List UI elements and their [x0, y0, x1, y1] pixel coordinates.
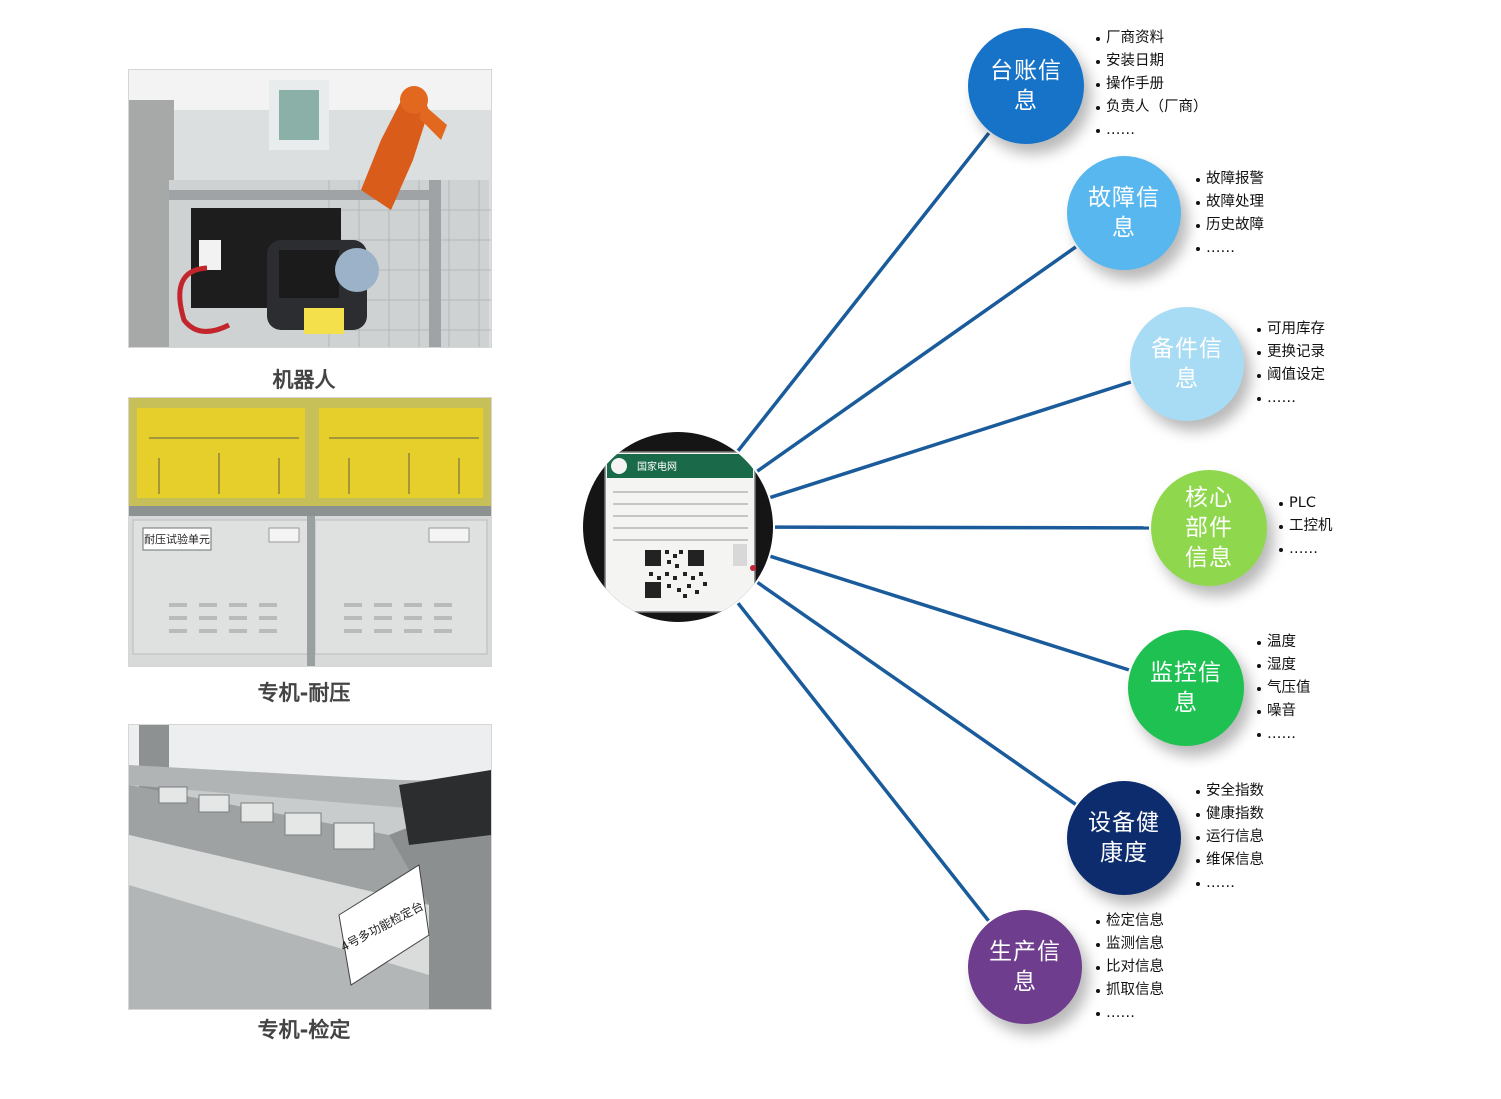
list-item: 比对信息 — [1096, 956, 1164, 979]
node-core: 核心 部件 信息 — [1151, 470, 1267, 586]
node-label-line: 备件信 — [1151, 336, 1223, 362]
list-item: 操作手册 — [1096, 73, 1208, 96]
connector-monitor — [769, 554, 1130, 672]
connector-fault — [756, 245, 1077, 473]
list-item: 噪音 — [1257, 700, 1311, 723]
node-label-line: 监控信 — [1150, 660, 1222, 686]
list-health: 安全指数 健康指数 运行信息 维保信息…… — [1196, 780, 1264, 895]
list-item: 维保信息 — [1196, 849, 1264, 872]
node-health: 设备健 康度 — [1067, 781, 1181, 895]
withstand-panel-label: 耐压试验单元 — [144, 532, 210, 546]
robot-caption: 机器人 — [272, 368, 336, 392]
list-item: 可用库存 — [1257, 318, 1325, 341]
list-item: …… — [1096, 1002, 1164, 1025]
node-label-line: 核心 — [1185, 485, 1233, 511]
list-item: 故障处理 — [1196, 191, 1264, 214]
node-label-line: 设备健 — [1088, 810, 1160, 836]
node-label-line: 息 — [1174, 690, 1198, 716]
node-label-line: 息 — [1014, 88, 1038, 114]
node-label-line: 息 — [1175, 366, 1199, 392]
list-ledger: 厂商资料 安装日期 操作手册 负责人（厂商）…… — [1096, 27, 1208, 142]
list-item: …… — [1279, 538, 1333, 561]
list-production: 检定信息 监测信息 比对信息 抓取信息…… — [1096, 910, 1164, 1025]
list-spare: 可用库存 更换记录 阈值设定…… — [1257, 318, 1325, 410]
list-item: …… — [1257, 723, 1311, 746]
list-item: …… — [1196, 872, 1264, 895]
list-item: 监测信息 — [1096, 933, 1164, 956]
node-monitor: 监控信息 — [1128, 630, 1244, 746]
list-fault: 故障报警 故障处理 历史故障…… — [1196, 168, 1264, 260]
list-item: 检定信息 — [1096, 910, 1164, 933]
verification-machine-caption: 专机-检定 — [257, 1018, 351, 1042]
node-label-line: 息 — [1112, 215, 1136, 241]
list-core: PLC 工控机…… — [1279, 492, 1333, 561]
node-label-line: 康度 — [1100, 840, 1148, 866]
list-item: 温度 — [1257, 631, 1311, 654]
list-item: PLC — [1279, 492, 1333, 515]
list-item: 气压值 — [1257, 677, 1311, 700]
node-label-line: 生产信 — [989, 939, 1061, 965]
withstand-machine-caption: 专机-耐压 — [257, 681, 351, 705]
connector-spare — [769, 380, 1132, 500]
node-fault: 故障信息 — [1067, 156, 1181, 270]
node-spare: 备件信息 — [1130, 307, 1244, 421]
node-label-line: 部件 — [1185, 515, 1233, 541]
withstand-machine-photo: 耐压试验单元 — [128, 397, 492, 667]
list-item: 负责人（厂商） — [1096, 96, 1208, 119]
list-item: …… — [1196, 237, 1264, 260]
list-item: 运行信息 — [1196, 826, 1264, 849]
nameplate-hub: 国家电网 — [583, 432, 773, 622]
node-label-line: 息 — [1013, 969, 1037, 995]
list-item: 抓取信息 — [1096, 979, 1164, 1002]
robot-photo — [128, 69, 492, 348]
verification-machine-photo: 4号多功能检定台 — [128, 724, 492, 1010]
list-item: …… — [1257, 387, 1325, 410]
node-label-line: 台账信 — [990, 58, 1062, 84]
node-label-line: 信息 — [1185, 545, 1233, 571]
list-item: 湿度 — [1257, 654, 1311, 677]
list-item: 阈值设定 — [1257, 364, 1325, 387]
list-item: 厂商资料 — [1096, 27, 1208, 50]
list-item: 健康指数 — [1196, 803, 1264, 826]
connector-production — [736, 602, 990, 922]
list-item: …… — [1096, 119, 1208, 142]
connector-core — [774, 525, 1150, 530]
node-ledger: 台账信息 — [968, 28, 1084, 144]
node-production: 生产信息 — [968, 910, 1082, 1024]
list-item: 故障报警 — [1196, 168, 1264, 191]
node-label-line: 故障信 — [1088, 185, 1160, 211]
list-item: 历史故障 — [1196, 214, 1264, 237]
connector-health — [756, 581, 1077, 806]
list-monitor: 温度 湿度 气压值 噪音…… — [1257, 631, 1311, 746]
list-item: 安全指数 — [1196, 780, 1264, 803]
list-item: 工控机 — [1279, 515, 1333, 538]
list-item: 更换记录 — [1257, 341, 1325, 364]
nameplate-header: 国家电网 — [637, 460, 677, 473]
connector-ledger — [736, 132, 991, 452]
list-item: 安装日期 — [1096, 50, 1208, 73]
